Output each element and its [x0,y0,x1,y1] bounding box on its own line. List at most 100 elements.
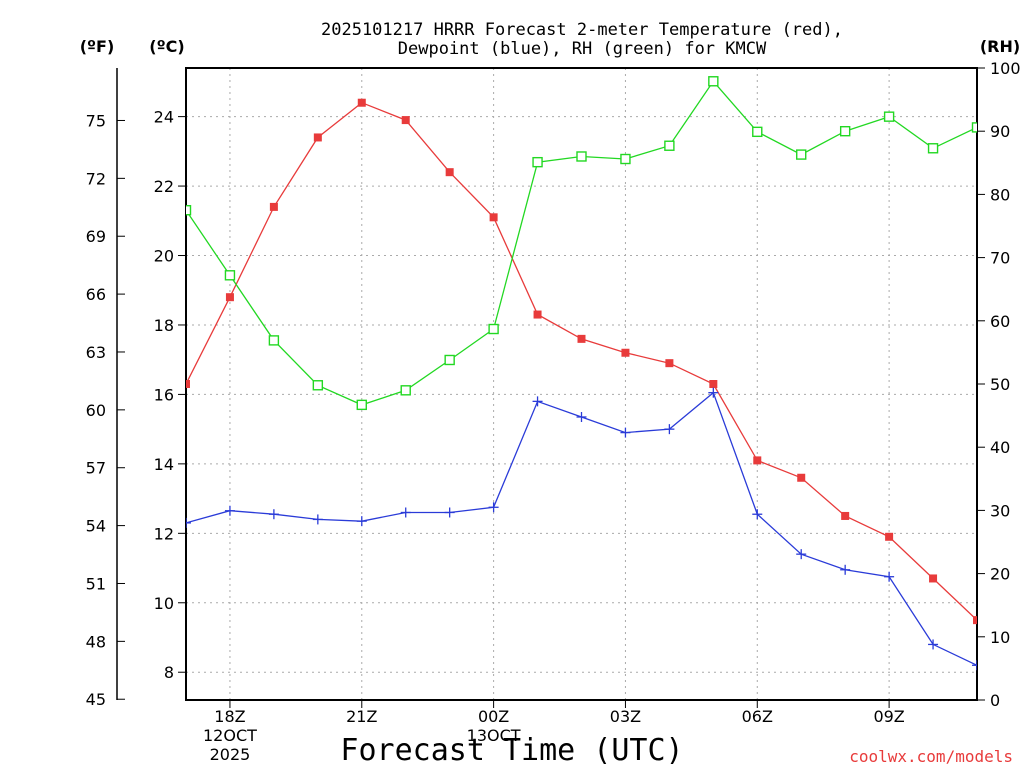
temperature-point [929,574,938,583]
chart-title-line1: 2025101217 HRRR Forecast 2-meter Tempera… [321,20,843,40]
rh-point [356,399,367,411]
temperature-point [841,511,850,520]
rh-point [488,323,499,335]
temperature-point [489,213,498,222]
celsius-tick-label: 22 [154,177,174,196]
dewpoint-point [796,549,807,560]
rh-point [883,111,895,122]
celsius-tick-label: 14 [154,455,174,474]
plot-frame [185,67,978,701]
rh-point [312,380,324,391]
temperature-point [225,293,234,302]
x-tick-label: 21Z [346,707,377,726]
x-tick-date-label: 12OCT [203,726,257,745]
celsius-tick-label: 10 [154,594,174,613]
fahrenheit-axis-unit: (ºF) [80,37,115,56]
chart-title-line2: Dewpoint (blue), RH (green) for KMCW [398,39,767,59]
rh-point [444,354,455,366]
x-tick-year-label: 2025 [210,745,251,764]
temperature-point [269,202,278,211]
chart-axes: 8 10 12 14 16 18 20 22 24 45 48 51 54 57 60 63 66 69 72 75 0… [86,59,1021,764]
celsius-axis-unit: (ºC) [149,37,184,56]
rh-point [532,156,543,168]
temperature-point [401,116,410,125]
rh-tick-label: 60 [990,312,1010,331]
rh-point [576,151,587,162]
credit-label: coolwx.com/models [849,747,1013,766]
dewpoint-point [840,564,851,575]
rh-tick-label: 90 [990,122,1010,141]
temperature-point [973,616,977,625]
dewpoint-point [884,571,895,582]
temperature-point [621,348,630,357]
fahrenheit-tick-label: 48 [86,632,106,651]
x-tick-label: 18Z [214,707,245,726]
x-tick-label: 00Z [478,707,509,726]
rh-point [620,153,631,165]
temperature-point [885,532,894,541]
rh-tick-label: 0 [990,691,1000,710]
rh-point [268,335,280,346]
fahrenheit-tick-label: 63 [86,343,106,362]
celsius-tick-label: 20 [154,247,174,266]
fahrenheit-tick-label: 57 [86,459,106,478]
celsius-tick-label: 16 [154,385,174,404]
rh-tick-label: 40 [990,438,1010,457]
dewpoint-point [532,396,543,407]
fahrenheit-tick-label: 66 [86,285,106,304]
x-tick-label: 06Z [742,707,773,726]
rh-tick-label: 100 [990,59,1021,78]
dewpoint-point [664,424,675,435]
fahrenheit-tick-label: 51 [86,574,106,593]
dewpoint-point [224,505,235,516]
dewpoint-point [444,507,455,518]
temperature-point [753,456,762,465]
dewpoint-point [186,517,191,528]
dewpoint-point [312,514,323,525]
rh-series [186,76,977,411]
temperature-point [186,380,190,388]
rh-point [796,149,807,160]
celsius-tick-label: 8 [164,663,174,682]
temperature-point [709,380,718,388]
rh-tick-label: 20 [990,565,1010,584]
x-tick-label: 09Z [873,707,904,726]
temperature-point [665,359,674,368]
fahrenheit-tick-label: 60 [86,401,106,420]
celsius-tick-label: 18 [154,316,174,335]
dewpoint-point [356,516,367,527]
rh-tick-label: 80 [990,185,1010,204]
rh-point [708,76,719,87]
rh-point [752,126,763,138]
x-tick-label: 03Z [610,707,641,726]
fahrenheit-tick-label: 54 [86,517,106,536]
dewpoint-point [620,427,631,438]
rh-axis-unit: (RH) [980,37,1020,56]
x-axis-label: Forecast Time (UTC) [340,733,683,768]
rh-point [664,140,675,151]
dewpoint-series [186,387,977,671]
celsius-tick-label: 12 [154,524,174,543]
temperature-point [533,310,542,319]
fahrenheit-tick-label: 69 [86,227,106,246]
rh-tick-label: 30 [990,501,1010,520]
chart-series [186,76,977,671]
fahrenheit-tick-label: 72 [86,169,106,188]
rh-tick-label: 50 [990,375,1010,394]
rh-tick-label: 10 [990,628,1010,647]
rh-point [971,122,977,133]
rh-point [927,143,939,154]
chart-labels: 2025101217 HRRR Forecast 2-meter Tempera… [80,20,1020,768]
temperature-line [186,101,977,621]
temperature-point [313,133,322,142]
rh-point [186,204,192,216]
rh-point [224,270,236,281]
dewpoint-point [708,387,719,398]
celsius-tick-label: 24 [154,108,174,127]
dewpoint-point [488,502,499,513]
rh-tick-label: 70 [990,249,1010,268]
dewpoint-point [268,509,279,520]
fahrenheit-tick-label: 45 [86,690,106,709]
temperature-point [797,473,806,482]
